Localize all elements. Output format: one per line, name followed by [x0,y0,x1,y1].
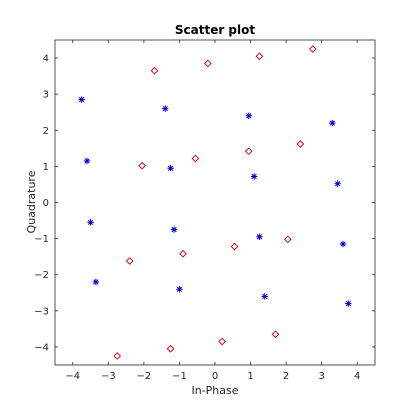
diamond-point [166,344,175,353]
asterisk-point [78,96,85,103]
diamond-point [230,242,239,251]
diamond-point [138,161,146,170]
diamond-point [308,45,317,53]
asterisk-point [256,233,263,241]
asterisk-point [245,112,252,120]
diamond-point [255,52,264,61]
asterisk-point [345,300,352,307]
diamond-point [284,235,292,244]
diamond-point [125,257,134,265]
data-markers [78,45,352,360]
diamond-point [271,330,280,339]
y-tick-label: 4 [43,54,49,65]
asterisk-point [334,180,341,187]
x-tick-label: 0 [212,371,218,382]
x-tick-label: −1 [172,371,187,382]
asterisk-point [87,219,94,226]
asterisk-point [170,226,178,233]
plot-frame [54,39,376,366]
diamond-point [244,147,253,156]
diamond-point [191,154,200,163]
diamond-point [150,66,159,75]
x-tick-label: −4 [65,371,80,382]
x-tick-label: 4 [354,371,360,382]
diamond-point [218,337,226,346]
y-tick-label: −2 [34,270,49,281]
x-axis-label: In-Phase [191,384,238,397]
y-tick-label: 2 [43,126,49,137]
diamond-point [179,249,187,258]
y-tick-label: 1 [43,162,49,173]
y-tick-label: 3 [43,90,49,101]
asterisk-point [176,285,183,293]
y-tick-label: −3 [34,306,49,317]
y-axis-label: Quadrature [25,170,38,233]
y-tick-label: 0 [43,198,49,209]
y-tick-label: −4 [34,342,49,353]
x-tick-label: 3 [318,371,324,382]
asterisk-point [162,105,169,112]
x-tick-label: −3 [101,371,116,382]
y-tick-label: −1 [34,234,49,245]
x-tick-label: 2 [283,371,289,382]
diamond-point [204,59,212,68]
asterisk-point [250,173,258,180]
asterisk-point [167,164,174,172]
asterisk-point [329,119,336,127]
chart-title: Scatter plot [175,23,256,37]
axis-ticks: −4 −3 −2 −1 0 1 2 3 4 −4 −3 −2 −1 0 1 2 3 4 [34,40,375,382]
diamond-point [296,140,305,148]
asterisk-point [92,278,100,286]
diamond-point [113,352,122,360]
asterisk-point [83,157,91,165]
asterisk-point [339,240,347,248]
x-tick-label: −2 [137,371,152,382]
asterisk-point [261,293,268,300]
x-tick-label: 1 [247,371,253,382]
